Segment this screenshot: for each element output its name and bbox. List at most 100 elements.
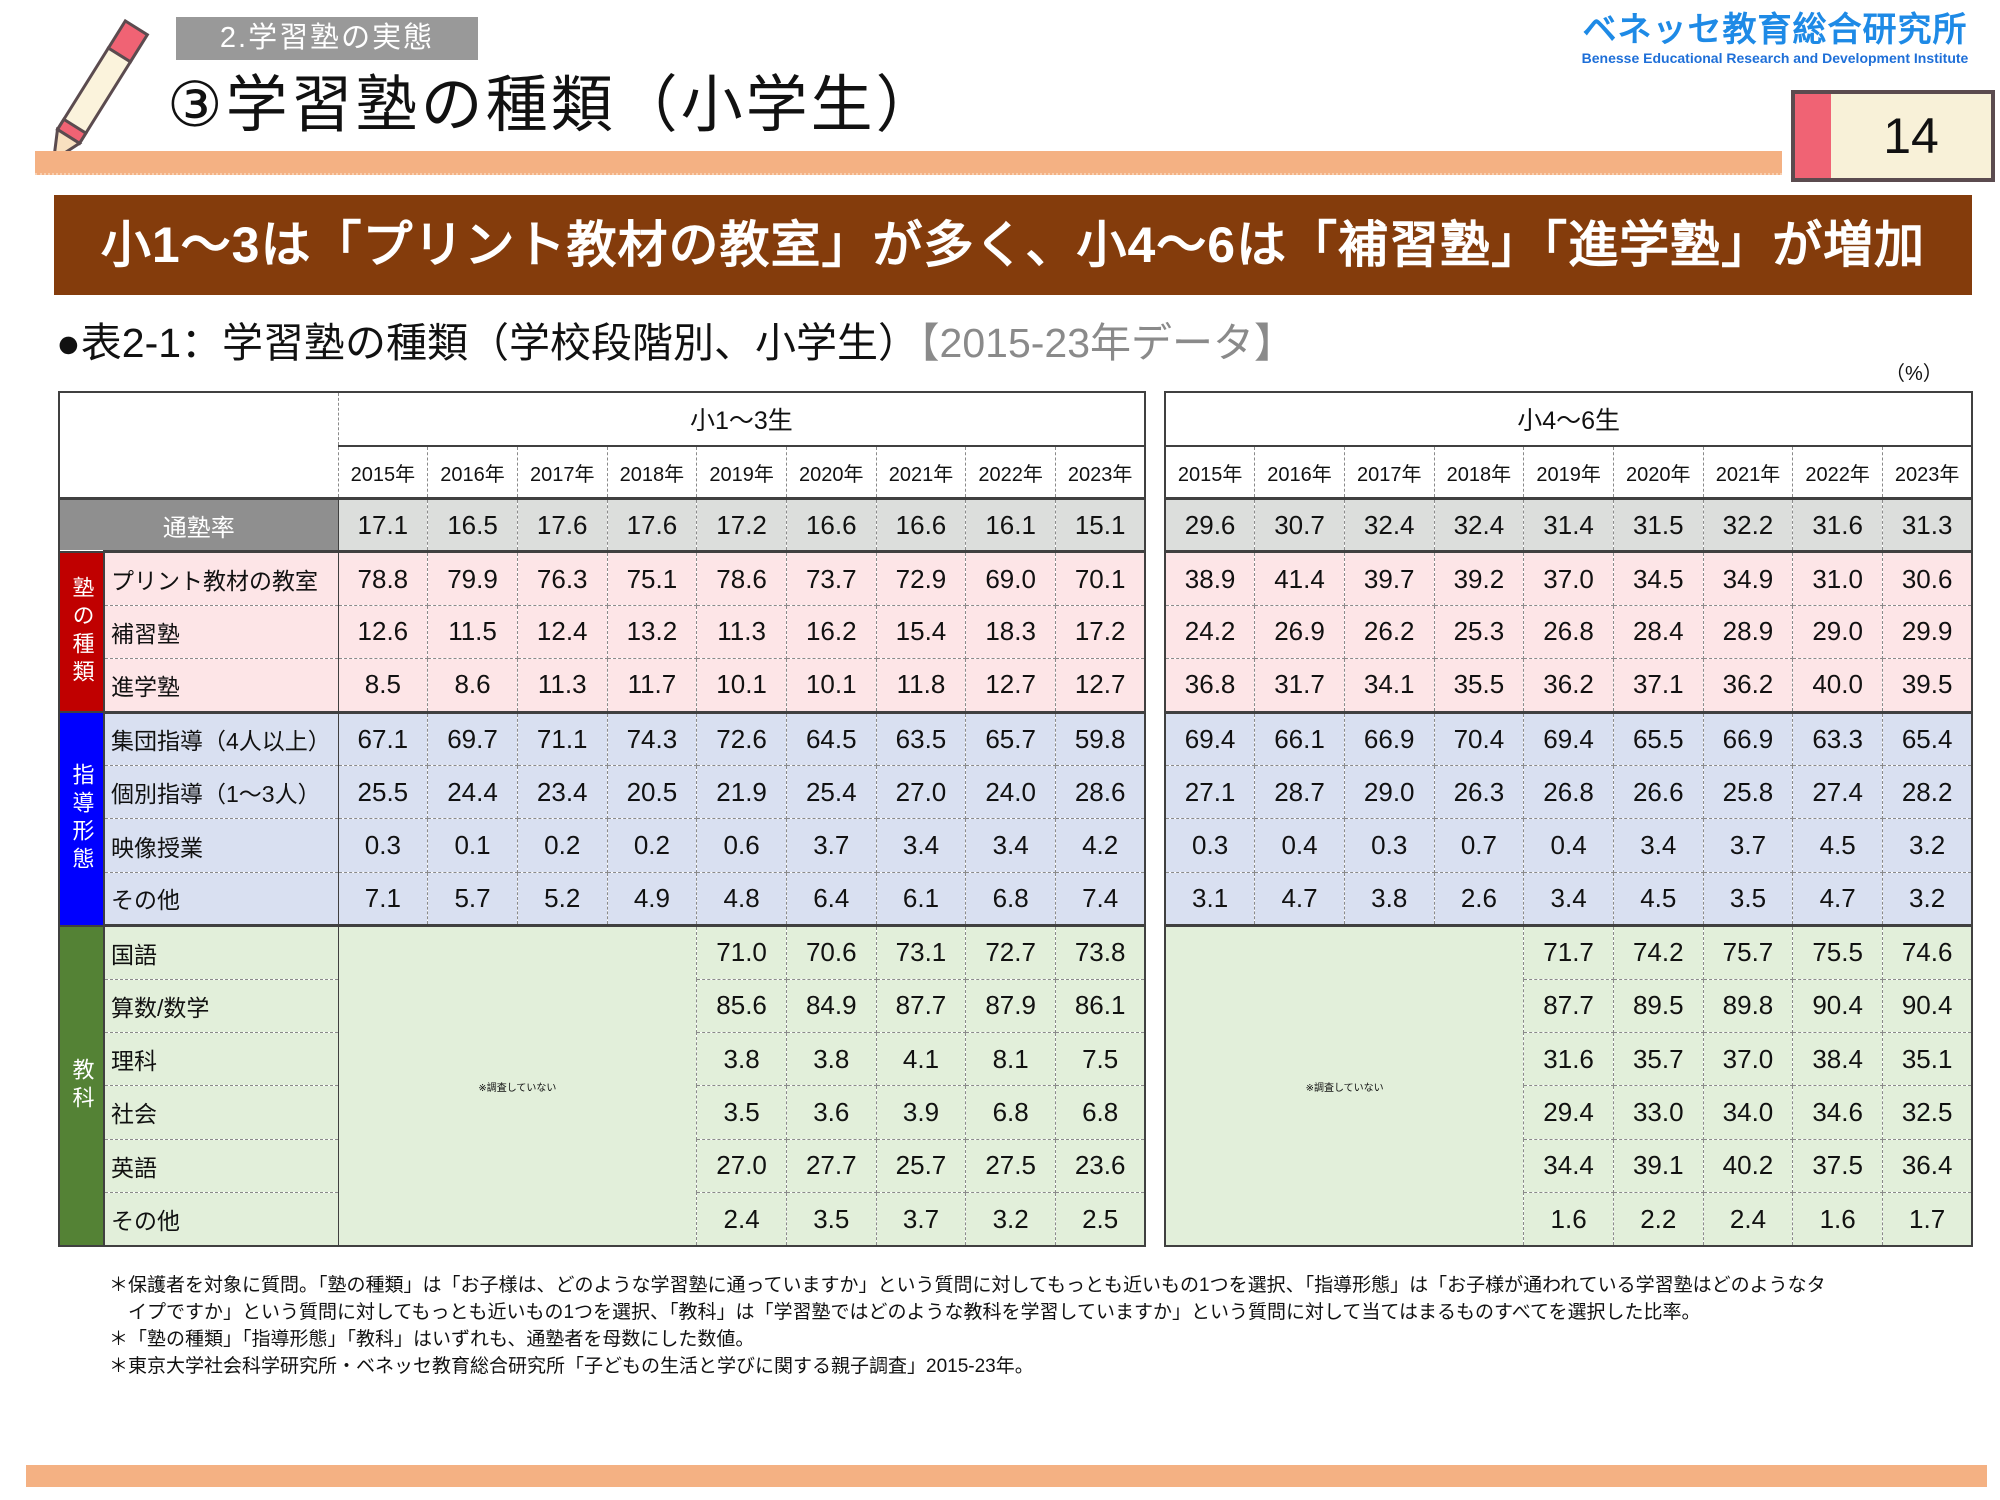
value-cell: 73.8	[1055, 924, 1146, 980]
value-cell: 90.4	[1792, 978, 1883, 1033]
value-cell: 4.5	[1792, 818, 1883, 873]
year-header: 2021年	[1702, 445, 1794, 499]
value-cell: 34.4	[1523, 1138, 1614, 1194]
value-cell: 29.0	[1792, 604, 1883, 660]
value-cell: 6.8	[1055, 1085, 1146, 1140]
row-label: 社会	[103, 1085, 339, 1140]
table-row: 36.8 31.7 34.1 35.5 36.2 37.1 36.2 40.0 39.5	[1164, 658, 1973, 713]
value-cell: 3.4	[965, 818, 1056, 873]
table-row: 27.1 28.7 29.0 26.3 26.8 26.6 25.8 27.4 28.2	[1164, 764, 1973, 820]
value-cell: 31.6	[1523, 1031, 1614, 1087]
table-row: その他 2.4 3.5 3.7 3.2 2.5	[59, 1192, 1146, 1247]
value-cell: 79.9	[427, 550, 518, 606]
value-cell: 2.4	[1702, 1192, 1794, 1247]
row-label: 進学塾	[103, 658, 339, 713]
value-cell: 33.0	[1612, 1085, 1704, 1140]
value-cell: 10.1	[696, 658, 787, 713]
value-cell: 72.6	[696, 710, 787, 766]
year-header: 2020年	[785, 445, 877, 499]
value-cell: 28.9	[1702, 604, 1794, 660]
value-cell: 29.4	[1523, 1085, 1614, 1140]
value-cell: 3.7	[875, 1192, 967, 1247]
value-cell: 6.1	[875, 871, 967, 927]
value-cell: 4.2	[1055, 818, 1146, 873]
value-cell: 20.5	[606, 764, 698, 820]
value-cell: 90.4	[1882, 978, 1973, 1033]
value-cell: 26.6	[1612, 764, 1704, 820]
not-surveyed-cell: ※調査していない	[1164, 924, 1525, 1247]
value-cell: 37.0	[1523, 550, 1614, 606]
value-cell: 72.7	[965, 924, 1056, 980]
table-row: 38.9 41.4 39.7 39.2 37.0 34.5 34.9 31.0 30.6	[1164, 550, 1973, 606]
value-cell: 12.6	[337, 604, 429, 660]
row-label-rate: 通塾率	[58, 496, 339, 553]
value-cell: 2.4	[696, 1192, 787, 1247]
year-header: 2023年	[1882, 445, 1973, 499]
value-cell: 73.1	[875, 924, 967, 980]
value-cell: 27.0	[696, 1138, 787, 1194]
value-cell: 78.8	[337, 550, 429, 606]
row-label: 個別指導（1～3人）	[103, 764, 339, 820]
value-cell: 3.8	[785, 1031, 877, 1087]
value-cell: 6.8	[965, 1085, 1056, 1140]
row-label: 算数/数学	[103, 978, 339, 1033]
value-cell: 59.8	[1055, 710, 1146, 766]
table-row: 小1～3生	[58, 391, 1146, 500]
section-tag: 2.学習塾の実態	[176, 17, 478, 60]
value-cell: 17.6	[516, 496, 608, 553]
value-cell: 4.7	[1254, 871, 1345, 927]
value-cell: 27.4	[1792, 764, 1883, 820]
value-cell: 0.3	[1164, 818, 1256, 873]
value-cell: 24.2	[1164, 604, 1256, 660]
value-cell: 30.6	[1882, 550, 1973, 606]
table-row: 理科 3.8 3.8 4.1 8.1 7.5	[59, 1031, 1146, 1087]
table-caption-data-note: 【2015-23年データ】	[919, 320, 1295, 366]
table-row: 3.1 4.7 3.8 2.6 3.4 4.5 3.5 4.7 3.2	[1164, 871, 1973, 927]
value-cell: 17.1	[337, 496, 429, 553]
value-cell: 8.5	[337, 658, 429, 713]
value-cell: 65.5	[1612, 710, 1704, 766]
group-label: 指導形態	[58, 711, 105, 927]
value-cell: 34.9	[1702, 550, 1794, 606]
table-row: 塾の種類 プリント教材の教室 78.8 79.9 76.3 75.1 78.6 73.7 72.…	[58, 550, 1146, 714]
year-header: 2015年	[337, 445, 429, 499]
value-cell: 31.6	[1792, 496, 1883, 553]
value-cell: 36.2	[1702, 658, 1794, 713]
value-cell: 37.1	[1612, 658, 1704, 713]
value-cell: 66.1	[1254, 710, 1345, 766]
value-cell: 4.8	[696, 871, 787, 927]
value-cell: 17.2	[1055, 604, 1146, 660]
value-cell: 7.4	[1055, 871, 1146, 927]
year-header: 2019年	[696, 445, 787, 499]
year-header: 2022年	[965, 445, 1056, 499]
value-cell: 70.4	[1433, 710, 1525, 766]
value-cell: 21.9	[696, 764, 787, 820]
page-number-box: 14	[1791, 90, 1995, 182]
value-cell: 28.4	[1612, 604, 1704, 660]
year-header: 2017年	[1343, 445, 1435, 499]
value-cell: 1.6	[1792, 1192, 1883, 1247]
value-cell: 63.5	[875, 710, 967, 766]
value-cell: 39.2	[1433, 550, 1525, 606]
table-row: 2015年 2016年 2017年 2018年 2019年 2020年 2021年 2022年…	[59, 445, 1146, 499]
value-cell: 35.7	[1612, 1031, 1704, 1087]
value-cell: 3.5	[785, 1192, 877, 1247]
table-caption-main: ●表2-1：学習塾の種類（学校段階別、小学生）	[56, 320, 920, 366]
value-cell: 23.4	[516, 764, 608, 820]
table-row: 補習塾 12.6 11.5 12.4 13.2 11.3 16.2 15.4 18.3 17.2	[59, 604, 1146, 660]
value-cell: 8.1	[965, 1031, 1056, 1087]
value-cell: 67.1	[337, 710, 429, 766]
pencil-icon	[51, 18, 150, 164]
value-cell: 75.1	[606, 550, 698, 606]
value-cell: 16.6	[875, 496, 967, 553]
footer-divider	[26, 1465, 1987, 1487]
value-cell: 39.5	[1882, 658, 1973, 713]
value-cell: 74.6	[1882, 924, 1973, 980]
row-label: その他	[103, 1192, 339, 1247]
value-cell: 15.1	[1055, 496, 1146, 553]
value-cell: 29.9	[1882, 604, 1973, 660]
value-cell: 1.6	[1523, 1192, 1614, 1247]
row-label: 理科	[103, 1031, 339, 1087]
value-cell: 0.4	[1254, 818, 1345, 873]
table-row: 個別指導（1～3人） 25.5 24.4 23.4 20.5 21.9 25.4 27.0 24…	[59, 764, 1146, 820]
